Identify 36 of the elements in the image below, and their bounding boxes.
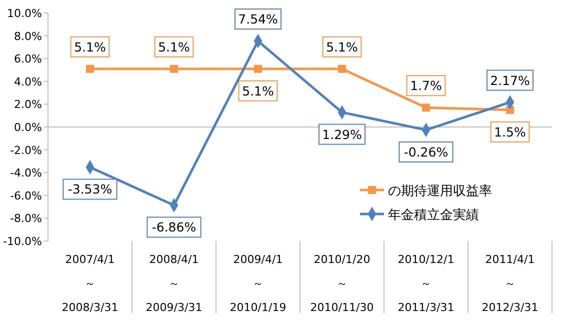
data-label: 5.1%: [242, 83, 274, 98]
y-tick-label: -6.0%: [10, 189, 42, 202]
y-tick-label: -2.0%: [10, 144, 42, 157]
data-label: -3.53%: [68, 182, 112, 197]
point: [170, 64, 178, 73]
data-label: 7.54%: [238, 12, 278, 27]
data-label: 1.29%: [322, 126, 362, 142]
point: [254, 64, 262, 73]
data-label: 1.5%: [494, 124, 526, 140]
x-tick-label: 2011/4/1 ～ 2012/3/31: [482, 253, 538, 314]
x-tick-label: 2010/1/20 ～ 2010/11/30: [310, 253, 374, 314]
x-tick-label: 2008/4/1 ～ 2009/3/31: [146, 253, 202, 314]
point: [86, 64, 94, 73]
y-tick-label: 10.0%: [7, 7, 42, 20]
y-tick-label: 4.0%: [14, 75, 42, 88]
data-label: 1.7%: [410, 78, 442, 94]
y-tick-label: 2.0%: [14, 98, 42, 112]
data-label: 2.17%: [490, 72, 530, 88]
data-label: 5.1%: [158, 39, 190, 54]
legend-label: の期待運用収益率: [388, 183, 492, 199]
data-label: -6.86%: [152, 220, 196, 235]
data-label: -0.26%: [404, 144, 448, 160]
legend-label: 年金積立金実績: [388, 207, 479, 223]
data-label: 5.1%: [326, 39, 358, 54]
y-tick-label: 6.0%: [14, 52, 42, 66]
y-tick-label: -8.0%: [10, 212, 42, 226]
point: [338, 64, 346, 73]
y-tick-label: -10.0%: [3, 235, 42, 248]
y-tick-label: 8.0%: [14, 30, 42, 43]
y-tick-label: -4.0%: [10, 166, 42, 180]
y-tick-label: 0.0%: [14, 121, 42, 134]
point: [422, 104, 430, 112]
x-tick-label: 2007/4/1 ～ 2008/3/31: [62, 253, 118, 314]
data-label: 5.1%: [74, 39, 106, 54]
x-tick-label: 2009/4/1 ～ 2010/1/19: [230, 253, 286, 314]
x-tick-label: 2010/12/1 ～ 2011/3/31: [398, 253, 454, 314]
